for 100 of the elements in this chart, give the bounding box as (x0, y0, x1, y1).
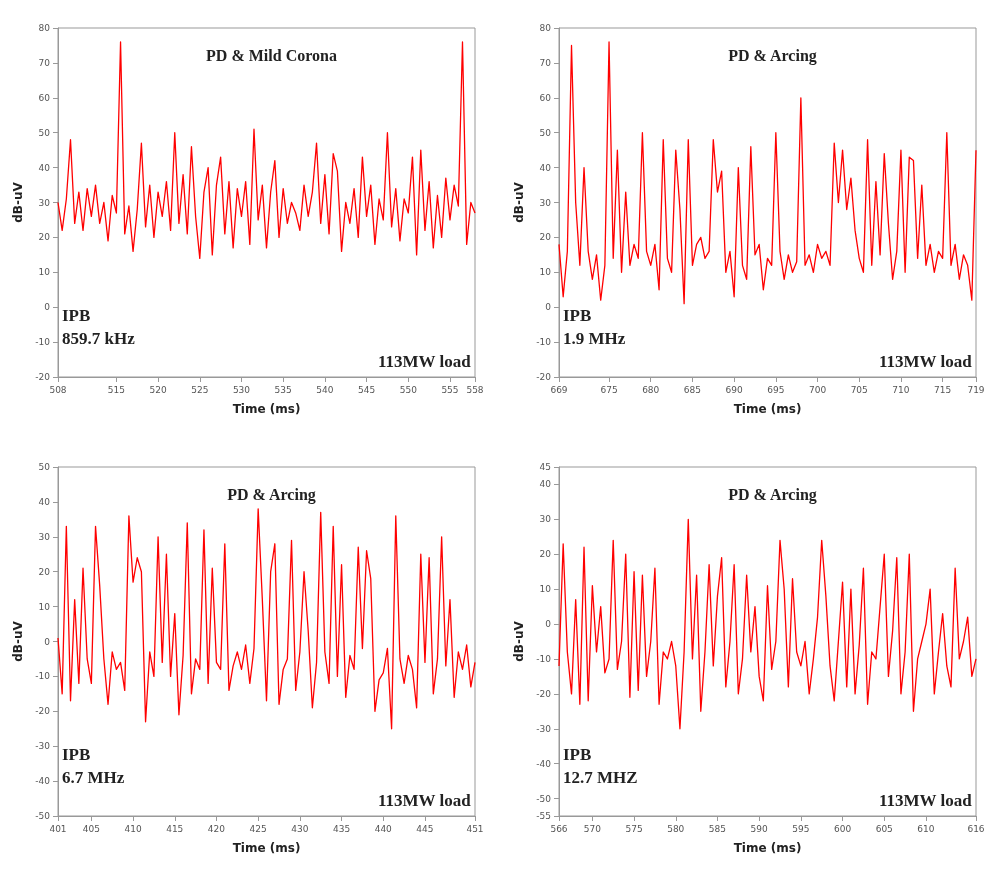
y-tick-label: 10 (539, 584, 552, 595)
y-tick-label: 20 (539, 232, 552, 243)
text: PD & Arcing (728, 46, 817, 65)
x-tick-label: 440 (374, 823, 393, 834)
x-tick-label: 420 (207, 823, 226, 834)
x-tick-label: 710 (892, 384, 910, 395)
y-tick-label: 10 (539, 267, 552, 278)
x-tick-label: 550 (399, 384, 418, 395)
x-tick-label: 700 (808, 384, 827, 395)
x-tick-label: 425 (249, 823, 267, 834)
x-tick-label: 570 (583, 823, 602, 834)
x-tick-label: 669 (550, 384, 568, 395)
x-tick-label: 580 (667, 823, 685, 834)
annotation: IPB (62, 306, 91, 325)
y-tick-label: 20 (38, 566, 51, 577)
x-axis-title: Time (ms) (232, 841, 301, 855)
x-axis-title: Time (ms) (232, 402, 301, 416)
x-tick-label: 680 (642, 384, 660, 395)
y-tick-label: -55 (536, 811, 551, 821)
x-tick-label: 695 (767, 384, 785, 395)
x-tick-label: 535 (274, 384, 292, 395)
y-tick-label: -30 (35, 741, 51, 752)
x-tick-label: 600 (833, 823, 852, 834)
x-tick-label: 705 (850, 384, 868, 395)
y-tick-label: 70 (539, 57, 552, 68)
x-tick-label: 715 (934, 384, 952, 395)
x-tick-label: 690 (725, 384, 743, 395)
x-tick-label: 451 (466, 823, 484, 834)
y-tick-label: 30 (539, 197, 552, 208)
y-tick-label: 20 (539, 549, 552, 560)
annotation: 859.7 kHz (62, 329, 136, 348)
y-tick-label: 40 (38, 162, 51, 173)
x-tick-label: 675 (600, 384, 618, 395)
y-tick-label: -50 (35, 811, 51, 821)
y-tick-label: 50 (539, 127, 552, 138)
text: PD & Arcing (728, 485, 817, 504)
x-tick-label: 540 (316, 384, 334, 395)
line-series (558, 41, 977, 305)
x-tick-label: 435 (332, 823, 351, 834)
y-tick-label: -40 (35, 776, 51, 787)
x-tick-label: 515 (107, 384, 125, 395)
x-tick-label: 685 (683, 384, 702, 395)
x-tick-label: 401 (49, 823, 67, 834)
x-tick-label: 445 (416, 823, 434, 834)
x-tick-label: 525 (191, 384, 209, 395)
y-tick-label: 30 (38, 197, 51, 208)
y-tick-label: 0 (545, 619, 552, 630)
annotation: 1.9 MHz (563, 329, 626, 348)
y-axis-title: dB-uV (11, 181, 25, 223)
y-tick-label: -20 (35, 372, 51, 382)
line-series (57, 41, 476, 259)
annotation: 113MW load (377, 791, 472, 810)
x-tick-label: 595 (792, 823, 810, 834)
y-tick-label: 20 (38, 232, 51, 243)
y-tick-label: 0 (44, 636, 51, 647)
y-tick-label: -20 (536, 372, 552, 382)
y-tick-label: 40 (539, 162, 552, 173)
y-tick-label: 60 (38, 92, 51, 103)
y-tick-label: -10 (536, 337, 552, 348)
y-tick-label: -20 (35, 706, 51, 717)
y-axis-title: dB-uV (11, 620, 25, 662)
x-tick-label: 605 (875, 823, 893, 834)
annotation: IPB (563, 745, 592, 764)
x-tick-label: 575 (625, 823, 643, 834)
x-tick-label: 590 (750, 823, 769, 834)
annotation: IPB (62, 745, 91, 764)
y-axis-title: dB-uV (512, 181, 526, 223)
x-tick-label: 558 (466, 384, 484, 395)
x-tick-label: 520 (149, 384, 167, 395)
x-axis-title: Time (ms) (733, 402, 802, 416)
y-tick-label: 40 (38, 496, 51, 507)
line-series (57, 508, 476, 730)
y-tick-label: 10 (38, 601, 51, 612)
y-tick-label: 30 (539, 514, 552, 525)
y-tick-label: -40 (536, 758, 552, 769)
x-tick-label: 545 (357, 384, 376, 395)
y-axis-title: dB-uV (512, 620, 526, 662)
x-tick-label: 555 (441, 384, 459, 395)
x-tick-label: 405 (82, 823, 100, 834)
y-tick-label: -20 (536, 688, 552, 699)
y-tick-label: 70 (38, 57, 51, 68)
x-tick-label: 566 (550, 823, 568, 834)
x-tick-label: 415 (166, 823, 184, 834)
y-tick-label: 30 (38, 531, 51, 542)
y-tick-label: 45 (539, 462, 551, 472)
y-tick-label: 0 (545, 302, 552, 313)
annotation: IPB (563, 306, 592, 325)
x-tick-label: 430 (291, 823, 309, 834)
y-tick-label: -30 (536, 723, 552, 734)
annotation: 12.7 MHZ (563, 768, 638, 787)
x-tick-label: 585 (708, 823, 727, 834)
annotation: 113MW load (878, 791, 973, 810)
y-tick-label: -50 (536, 793, 552, 804)
text: PD & Arcing (227, 485, 316, 504)
x-tick-label: 610 (917, 823, 935, 834)
y-tick-label: 50 (38, 462, 51, 472)
x-tick-label: 719 (967, 384, 985, 395)
line-series (558, 518, 977, 730)
y-tick-label: 0 (44, 302, 51, 313)
y-tick-label: 80 (38, 23, 51, 33)
